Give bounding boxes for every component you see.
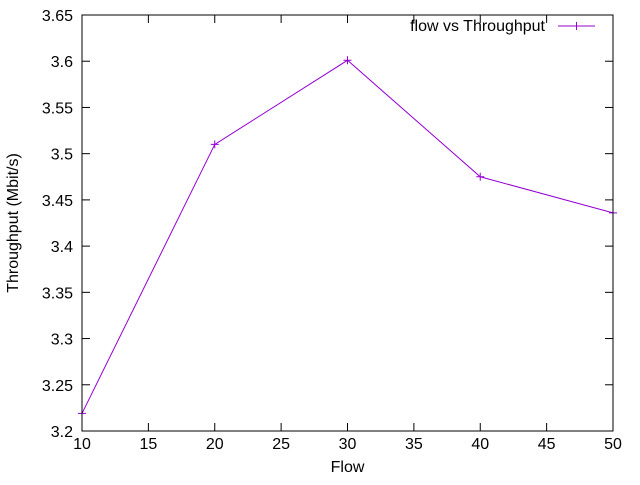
data-point (476, 172, 485, 181)
x-tick-label: 40 (471, 436, 489, 453)
y-tick-label: 3.2 (51, 424, 73, 441)
x-axis-tick-labels: 10 15 20 25 30 35 40 45 50 (73, 436, 622, 453)
data-point (210, 140, 219, 149)
x-tick-label: 30 (339, 436, 357, 453)
x-tick-label: 35 (405, 436, 423, 453)
y-tick-label: 3.55 (42, 100, 73, 117)
y-tick-label: 3.6 (51, 54, 73, 71)
y-tick-label: 3.35 (42, 285, 73, 302)
y-axis-label: Throughput (Mbit/s) (5, 153, 22, 293)
legend-marker (572, 22, 581, 30)
x-axis-label: Flow (331, 459, 365, 476)
x-tick-label: 50 (604, 436, 622, 453)
plot-frame (81, 14, 614, 432)
x-tick-label: 15 (139, 436, 157, 453)
x-tick-label: 10 (73, 436, 91, 453)
x-tick-label: 45 (538, 436, 556, 453)
y-tick-label: 3.65 (42, 8, 73, 25)
y-axis-tick-labels: 3.2 3.25 3.3 3.35 3.4 3.45 3.5 3.55 3.6 3.65 (42, 8, 73, 441)
data-point (343, 56, 352, 65)
legend: flow vs Throughput (410, 18, 595, 35)
x-tick-label: 25 (272, 436, 290, 453)
y-tick-label: 3.4 (51, 239, 73, 256)
y-tick-label: 3.25 (42, 378, 73, 395)
y-tick-label: 3.5 (51, 147, 73, 164)
legend-label: flow vs Throughput (410, 18, 545, 35)
y-tick-label: 3.3 (51, 332, 73, 349)
y-tick-label: 3.45 (42, 193, 73, 210)
x-tick-label: 20 (206, 436, 224, 453)
